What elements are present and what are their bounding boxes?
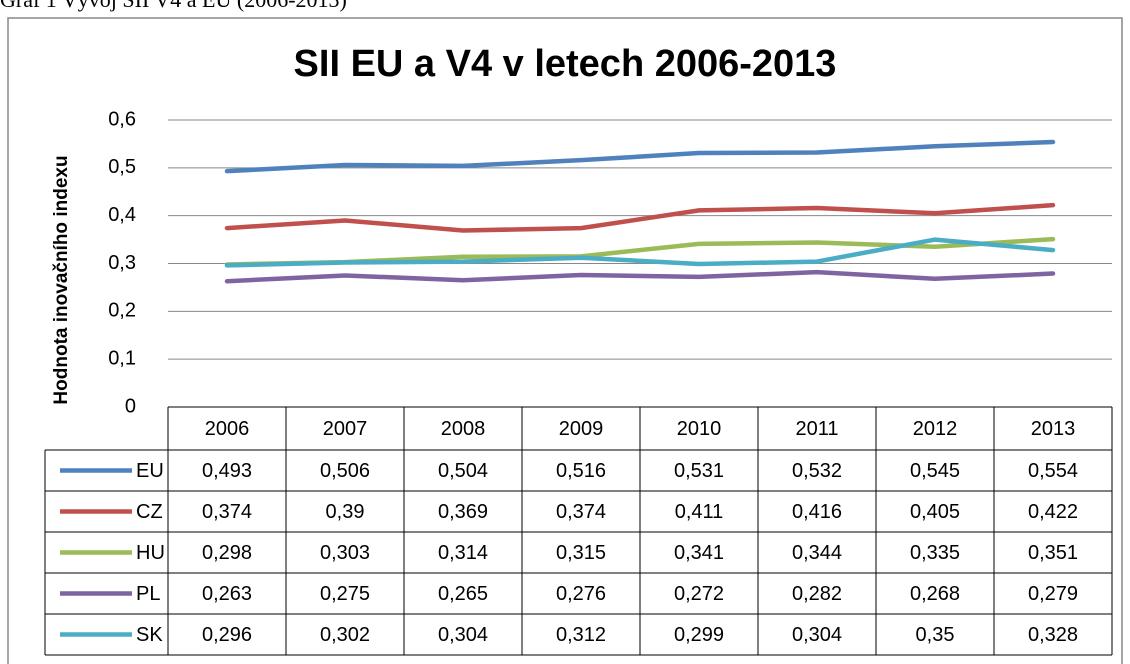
- x-tick-label: 2011: [795, 418, 838, 440]
- table-cell: 0,341: [674, 542, 724, 564]
- caption: Graf 1 Vývoj SII V4 a EU (2006-2013): [0, 0, 347, 12]
- table-cell: 0,531: [674, 460, 724, 482]
- table-cell: 0,279: [1028, 583, 1078, 605]
- table-cell: 0,268: [910, 583, 960, 605]
- table-cell: 0,506: [320, 460, 370, 482]
- legend-label: PL: [136, 583, 160, 605]
- table-cell: 0,504: [438, 460, 488, 482]
- y-axis-label: Hodnota inovačního indexu: [51, 155, 72, 404]
- table-cell: 0,351: [1028, 542, 1078, 564]
- table-cell: 0,416: [792, 501, 842, 523]
- y-tick-label: 0,3: [108, 252, 136, 274]
- x-tick-label: 2008: [441, 418, 486, 440]
- table-cell: 0,275: [320, 583, 370, 605]
- table-cell: 0,516: [556, 460, 606, 482]
- table-cell: 0,263: [202, 583, 252, 605]
- legend-label: CZ: [136, 501, 163, 523]
- chart-title: SII EU a V4 v letech 2006-2013: [294, 43, 837, 85]
- table-cell: 0,554: [1028, 460, 1078, 482]
- table-cell: 0,374: [202, 501, 252, 523]
- chart-border: [7, 17, 1123, 664]
- x-tick-label: 2007: [323, 418, 368, 440]
- x-tick-label: 2012: [913, 418, 958, 440]
- x-tick-label: 2006: [205, 418, 250, 440]
- table-cell: 0,328: [1028, 624, 1078, 646]
- y-tick-label: 0,2: [108, 300, 136, 322]
- table-cell: 0,272: [674, 583, 724, 605]
- table-cell: 0,344: [792, 542, 842, 564]
- legend-label: SK: [136, 624, 163, 646]
- table-cell: 0,265: [438, 583, 488, 605]
- table-cell: 0,299: [674, 624, 724, 646]
- table-cell: 0,304: [438, 624, 488, 646]
- table-cell: 0,312: [556, 624, 606, 646]
- table-cell: 0,315: [556, 542, 606, 564]
- table-cell: 0,405: [910, 501, 960, 523]
- table-cell: 0,39: [326, 501, 365, 523]
- table-cell: 0,35: [916, 624, 955, 646]
- y-tick-label: 0,1: [108, 347, 136, 369]
- table-cell: 0,314: [438, 542, 488, 564]
- table-cell: 0,276: [556, 583, 606, 605]
- x-tick-label: 2013: [1031, 418, 1076, 440]
- table-cell: 0,369: [438, 501, 488, 523]
- series-line: [224, 139, 1056, 174]
- y-tick-label: 0,4: [108, 204, 136, 226]
- series-line: [224, 237, 1056, 268]
- x-tick-label: 2009: [559, 418, 604, 440]
- y-tick-label: 0,6: [108, 108, 136, 130]
- table-cell: 0,303: [320, 542, 370, 564]
- table-cell: 0,532: [792, 460, 842, 482]
- y-tick-label: 0,5: [108, 156, 136, 178]
- legend-label: HU: [136, 542, 165, 564]
- series-line: [224, 202, 1056, 233]
- legend-label: EU: [136, 460, 164, 482]
- table-cell: 0,411: [675, 501, 724, 523]
- table-cell: 0,296: [202, 624, 252, 646]
- table-cell: 0,422: [1028, 501, 1078, 523]
- table-cell: 0,304: [792, 624, 842, 646]
- x-tick-label: 2010: [677, 418, 722, 440]
- series-line: [224, 269, 1056, 284]
- table-cell: 0,282: [792, 583, 842, 605]
- table-cell: 0,335: [910, 542, 960, 564]
- table-cell: 0,545: [910, 460, 960, 482]
- table-cell: 0,493: [202, 460, 252, 482]
- table-cell: 0,298: [202, 542, 252, 564]
- table-cell: 0,374: [556, 501, 606, 523]
- y-tick-label: 0: [125, 395, 136, 417]
- table-cell: 0,302: [320, 624, 370, 646]
